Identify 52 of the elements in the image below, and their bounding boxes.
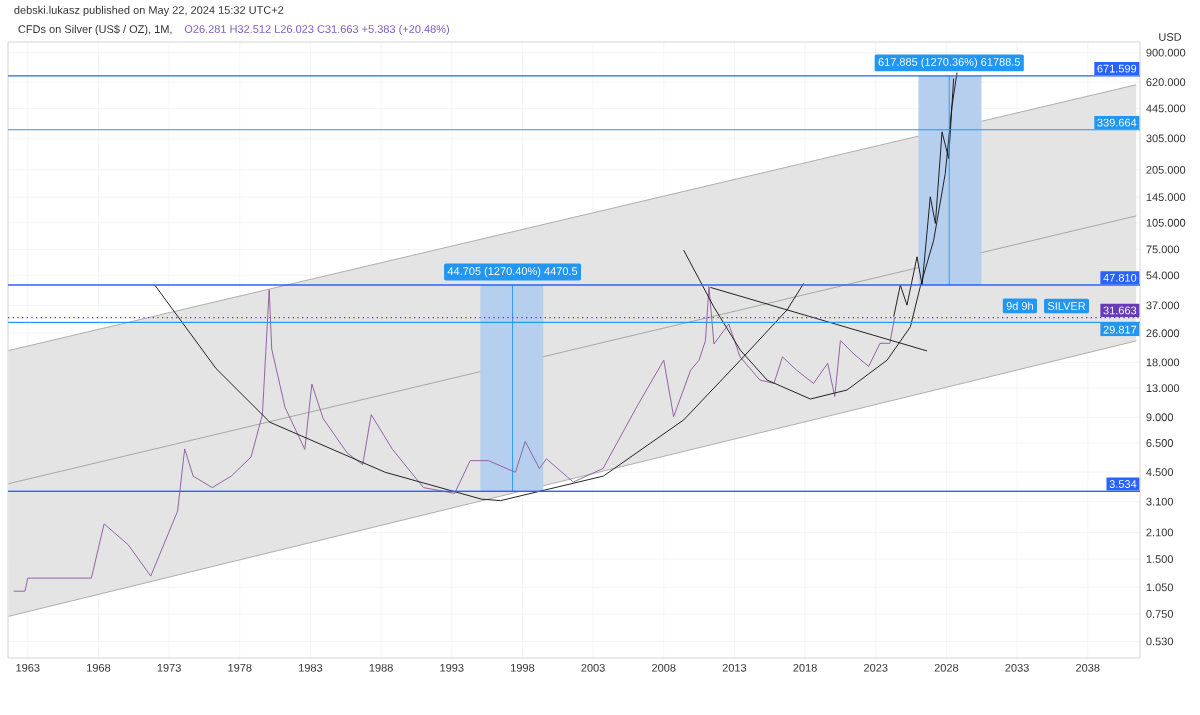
y-tick-label: 0.530: [1146, 637, 1174, 646]
x-tick-label: 2033: [1005, 663, 1029, 672]
ref-line-label: 47.810: [1103, 273, 1137, 282]
chart-subtitle: O26.281 H32.512 L26.023 C31.663 +5.383 (+20.48%): [184, 24, 449, 36]
y-tick-label: 0.750: [1146, 610, 1174, 618]
y-tick-label: 26.000: [1146, 329, 1180, 338]
y-tick-label: 3.100: [1146, 497, 1174, 506]
x-tick-label: 1993: [440, 663, 464, 672]
y-tick-label: 205.000: [1146, 165, 1186, 174]
x-tick-label: 1978: [228, 663, 252, 672]
ref-line-label: 671.599: [1097, 64, 1137, 73]
y-tick-label: 13.000: [1146, 384, 1180, 393]
x-tick-label: 1998: [511, 663, 535, 672]
y-tick-label: 6.500: [1146, 439, 1174, 447]
y-tick-label: 18.000: [1146, 358, 1180, 367]
y-axis-title: USD: [1159, 33, 1182, 41]
y-tick-label: 75.000: [1146, 245, 1180, 254]
x-tick-label: 2038: [1076, 663, 1100, 672]
y-tick-label: 105.000: [1146, 218, 1186, 227]
ref-line-label: 31.663: [1103, 306, 1137, 315]
x-tick-label: 2028: [934, 663, 959, 672]
x-tick-label: 1983: [299, 663, 323, 672]
y-tick-label: 900.000: [1146, 48, 1186, 57]
annotation: 617.885 (1270.36%) 61788.5: [878, 57, 1020, 69]
y-tick-label: 305.000: [1146, 134, 1186, 143]
x-tick-label: 1968: [87, 663, 111, 672]
x-tick-label: 1963: [16, 663, 40, 672]
y-tick-label: 9.000: [1146, 413, 1174, 422]
x-tick-label: 1973: [157, 663, 181, 672]
y-tick-label: 4.500: [1146, 468, 1174, 477]
y-tick-label: 54.000: [1146, 271, 1180, 280]
y-tick-label: 37.000: [1146, 301, 1180, 310]
y-tick-label: 1.500: [1146, 555, 1174, 563]
annotation: SILVER: [1047, 302, 1086, 310]
ref-line-label: 3.534: [1109, 480, 1137, 488]
y-tick-label: 145.000: [1146, 193, 1186, 202]
x-tick-label: 2003: [581, 663, 605, 672]
annotation: 44.705 (1270.40%) 4470.5: [447, 266, 578, 278]
ref-line-label: 339.664: [1097, 118, 1137, 127]
annotation: 9d 9h: [1006, 301, 1033, 310]
y-tick-label: 1.050: [1146, 583, 1174, 592]
y-tick-label: 620.000: [1146, 78, 1186, 87]
x-tick-label: 2013: [722, 663, 747, 672]
x-tick-label: 2008: [652, 663, 676, 672]
chart-title: CFDs on Silver (US$ / OZ), 1M,: [18, 24, 172, 36]
x-tick-label: 2018: [793, 663, 817, 672]
y-tick-label: 2.100: [1146, 528, 1174, 537]
ref-line-label: 29.817: [1103, 325, 1137, 334]
y-tick-label: 445.000: [1146, 104, 1186, 113]
text: debski.lukasz published on May 22, 2024 15:32 UTC+2: [14, 5, 284, 17]
x-tick-label: 2023: [864, 663, 888, 672]
x-tick-label: 1988: [369, 663, 393, 672]
